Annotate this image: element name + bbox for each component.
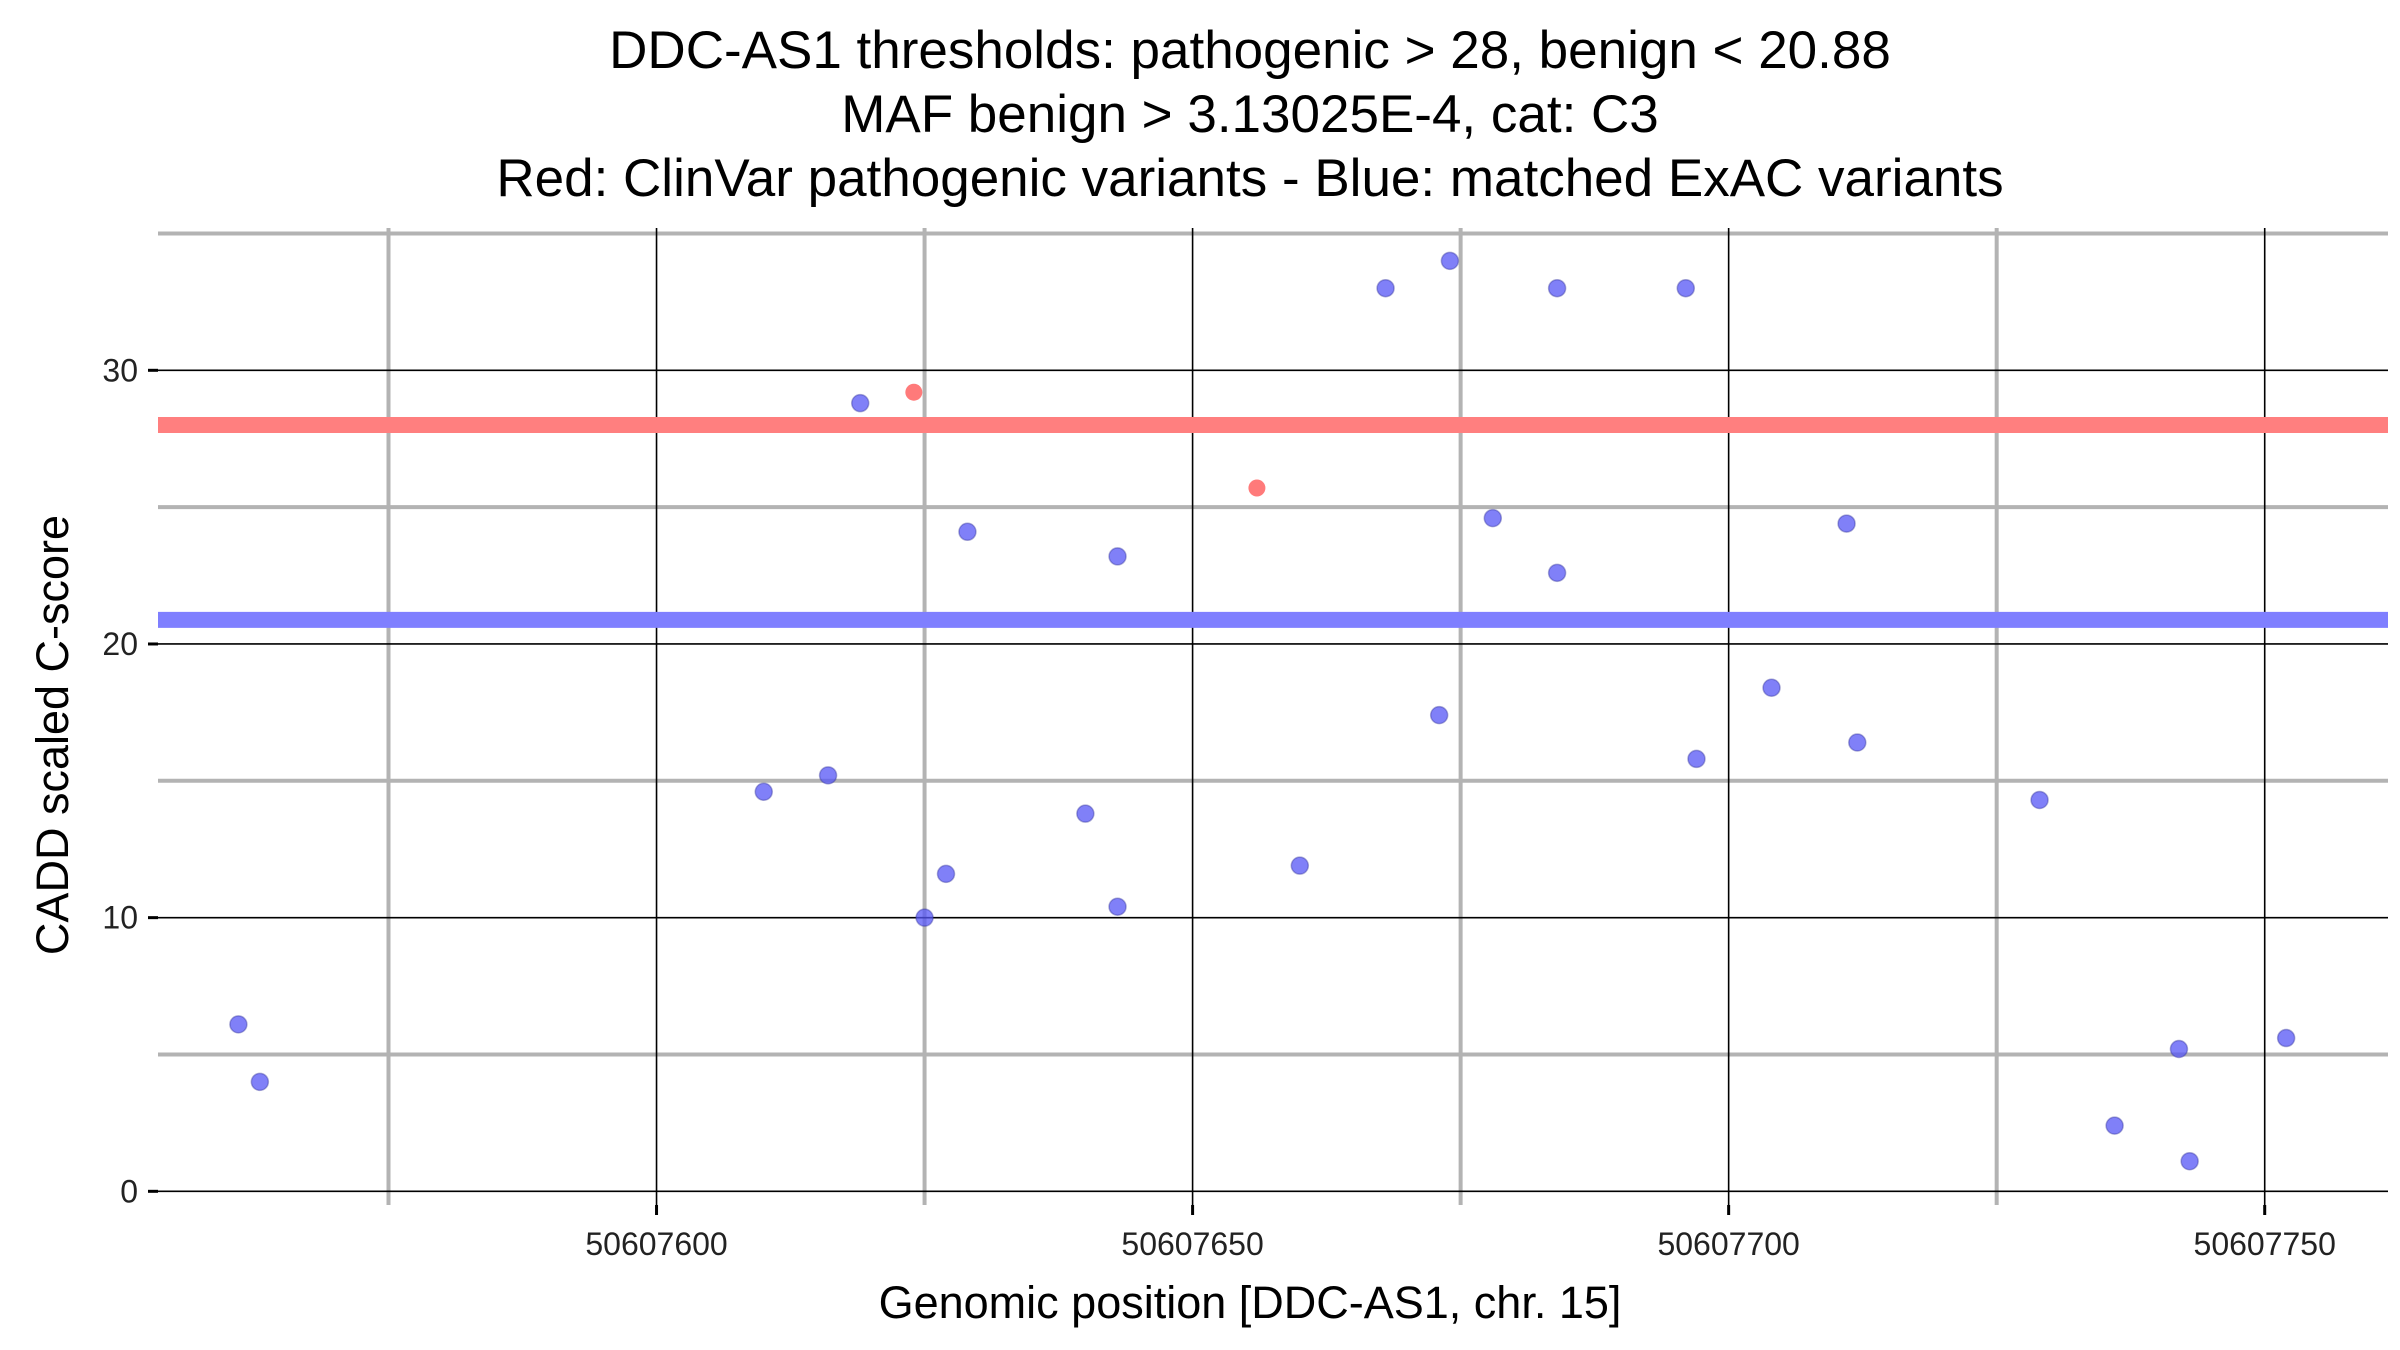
data-point (2030, 790, 2049, 810)
data-point (754, 782, 773, 802)
data-points (229, 251, 2296, 1171)
data-point (1547, 563, 1567, 583)
x-tick-label-0: 50607600 (585, 1226, 727, 1262)
x-tick-label-3: 50607750 (2194, 1226, 2336, 1262)
data-point (2276, 1028, 2296, 1048)
x-tick-label-1: 50607650 (1121, 1226, 1263, 1262)
data-point (250, 1072, 270, 1092)
x-tick-label-2: 50607700 (1657, 1226, 1799, 1262)
data-point (1429, 705, 1449, 725)
chart-title-line-3: Red: ClinVar pathogenic variants - Blue:… (496, 149, 2003, 208)
data-point (229, 1015, 248, 1034)
data-point (1248, 479, 1266, 497)
data-point (905, 383, 923, 401)
axes: 50607600 50607650 50607700 50607750 0 10 20 30 (102, 352, 2335, 1262)
data-point (1837, 514, 1856, 533)
data-point (818, 766, 838, 785)
y-axis-title: CADD scaled C-score (27, 515, 78, 955)
series-clinvar-pathogenic (905, 383, 1266, 497)
chart-title: DDC-AS1 thresholds: pathogenic > 28, ben… (496, 21, 2003, 208)
data-point (1108, 547, 1127, 566)
x-axis-title: Genomic position [DDC-AS1, chr. 15] (879, 1277, 1622, 1328)
y-tick-label-2: 20 (102, 626, 138, 662)
data-point (1108, 897, 1127, 916)
data-point (850, 393, 870, 413)
data-point (915, 908, 934, 927)
chart-title-line-1: DDC-AS1 thresholds: pathogenic > 28, ben… (609, 21, 1891, 80)
chart-title-line-2: MAF benign > 3.13025E-4, cat: C3 (841, 85, 1659, 144)
y-tick-label-1: 10 (102, 900, 138, 936)
data-point (1290, 856, 1310, 875)
data-point (2105, 1116, 2124, 1135)
data-point (1547, 278, 1567, 298)
data-point (958, 522, 977, 542)
series-exac-matched (229, 251, 2296, 1171)
data-point (1440, 251, 1460, 271)
data-point (2180, 1151, 2199, 1171)
data-point (1687, 749, 1706, 769)
data-point (2169, 1039, 2189, 1059)
y-tick-label-0: 0 (120, 1173, 138, 1209)
threshold-lines (158, 417, 2388, 628)
data-point (1076, 804, 1095, 823)
data-point (1376, 278, 1395, 298)
gridlines (158, 228, 2388, 1205)
data-point (1848, 733, 1867, 752)
data-point (1676, 278, 1696, 298)
data-point (936, 864, 956, 884)
data-point (1762, 678, 1781, 698)
y-tick-label-3: 30 (102, 352, 138, 388)
data-point (1483, 508, 1503, 528)
